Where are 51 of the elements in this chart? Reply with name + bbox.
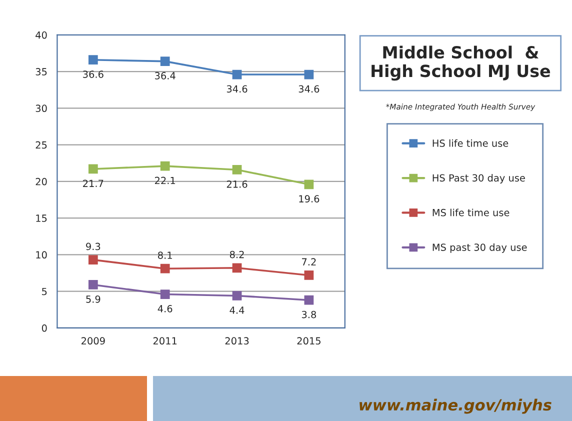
x-tick-label: 2015	[297, 337, 320, 345]
y-tick-label: 20	[36, 178, 47, 186]
x-tick-label: 2011	[153, 337, 177, 345]
point	[304, 180, 314, 190]
legend-label: HS life time use	[432, 139, 508, 147]
data-label: 4.4	[230, 306, 244, 314]
data-label: 8.2	[230, 250, 244, 258]
legend-label: MS past 30 day use	[432, 243, 527, 253]
y-tick-label: 35	[36, 68, 47, 76]
legend-label: HS Past 30 day use	[432, 174, 525, 184]
y-tick-label: 10	[36, 251, 47, 259]
text: Middle School & High School MJ Use	[372, 46, 550, 81]
data-label: 3.8	[302, 310, 316, 318]
x-tick-label: 2013	[225, 337, 249, 345]
data-label: 34.6	[298, 85, 320, 93]
y-tick-label: 30	[36, 104, 47, 112]
point	[160, 161, 170, 171]
data-label: 34.6	[226, 85, 248, 93]
point	[232, 70, 242, 80]
x-tick-label: 2009	[82, 337, 105, 345]
y-tick-label: 40	[36, 31, 47, 39]
point	[160, 290, 170, 299]
data-label: 4.6	[158, 305, 172, 312]
y-tick-label: 5	[42, 288, 47, 296]
y-tick-label: 25	[36, 141, 47, 149]
point	[160, 56, 170, 66]
data-label: 7.2	[302, 258, 316, 266]
point	[160, 264, 170, 274]
point	[88, 164, 98, 174]
data-label: 21.7	[83, 180, 104, 187]
data-label: 21.6	[226, 180, 248, 188]
y-tick-label: 15	[36, 214, 47, 222]
data-label: 36.6	[83, 70, 104, 78]
point	[232, 165, 242, 174]
y-tick-label: 0	[42, 324, 47, 332]
point	[304, 295, 314, 305]
point	[88, 280, 98, 290]
text: www.maine.gov/miyhs	[360, 398, 552, 414]
data-label: 19.6	[299, 195, 320, 202]
data-label: 5.9	[86, 295, 100, 303]
point	[88, 255, 98, 265]
data-label: 22.1	[154, 176, 176, 184]
point	[232, 263, 242, 273]
point	[304, 270, 314, 280]
legend-label: MS life time use	[432, 208, 510, 216]
point	[304, 70, 314, 80]
point	[232, 291, 242, 300]
point	[88, 55, 98, 65]
data-label: 9.3	[86, 242, 100, 250]
data-label: 8.1	[158, 252, 172, 259]
data-label: 36.4	[155, 72, 176, 80]
